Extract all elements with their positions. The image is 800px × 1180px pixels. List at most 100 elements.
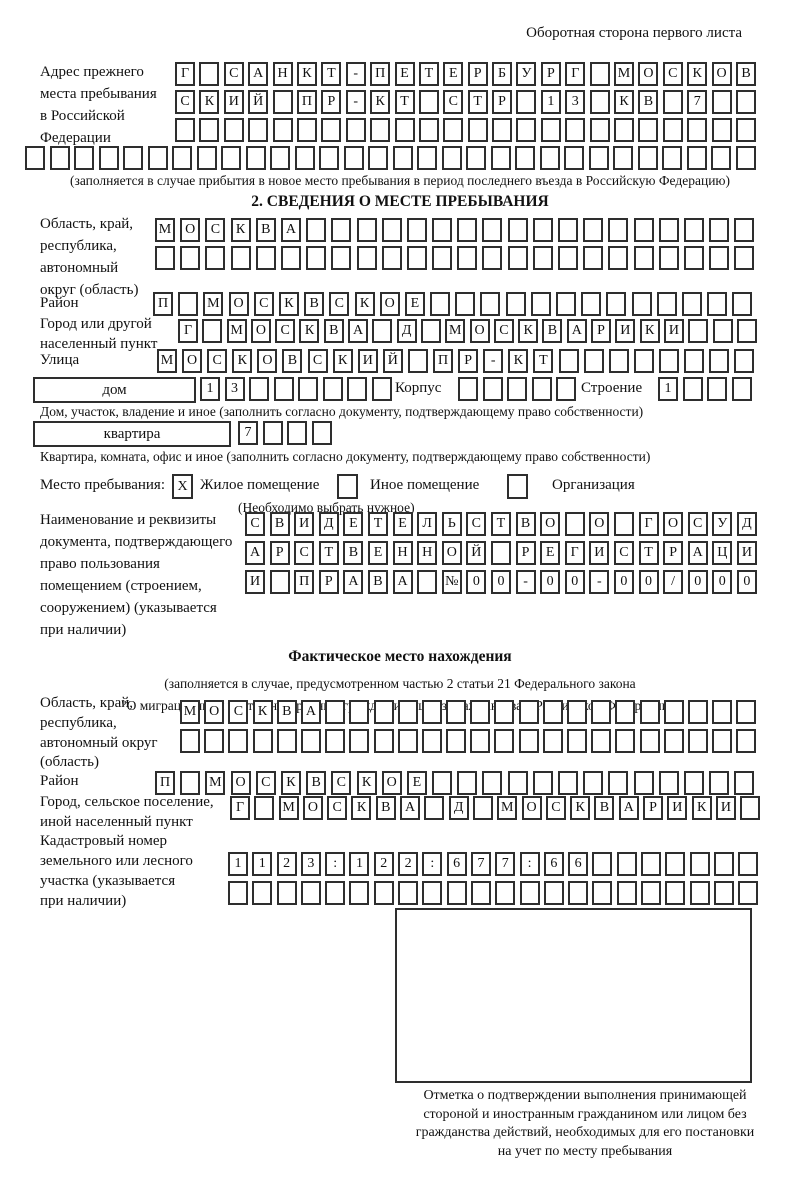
- form-cell: 3: [565, 90, 586, 114]
- form-cell: П: [155, 771, 175, 795]
- form-cell: [276, 881, 297, 905]
- form-cell: [392, 146, 413, 170]
- form-cell: Р: [540, 62, 561, 86]
- form-cell: [583, 349, 604, 373]
- form-cell: [482, 771, 503, 795]
- region-label-line4: округ (область): [40, 282, 139, 298]
- form-cell: [616, 852, 637, 876]
- form-cell: [180, 729, 200, 753]
- form-cell: О: [469, 319, 490, 343]
- form-cell: [689, 852, 710, 876]
- form-cell: [712, 319, 733, 343]
- apartment-number-cells: 7: [238, 421, 332, 445]
- form-cell: С: [331, 771, 352, 795]
- form-cell: О: [663, 512, 684, 536]
- form-cell: [407, 349, 428, 373]
- form-cell: Е: [367, 541, 388, 565]
- form-cell: [539, 146, 560, 170]
- form-cell: [373, 881, 394, 905]
- form-cell: [490, 146, 511, 170]
- form-cell: [349, 700, 370, 724]
- form-cell: [608, 218, 629, 242]
- form-cell: [467, 118, 488, 142]
- prev-address-label-line2: места пребывания: [40, 86, 157, 102]
- form-cell: [347, 377, 367, 401]
- form-cell: [331, 218, 352, 242]
- prev-address-note: (заполняется в случае прибытия в новое м…: [69, 173, 731, 188]
- form-cell: Г: [638, 512, 659, 536]
- form-cell: 7: [470, 852, 491, 876]
- form-cell: [709, 218, 730, 242]
- form-cell: Р: [318, 570, 339, 594]
- cadastre-label-line2: земельного или лесного: [40, 853, 193, 869]
- form-cell: [591, 729, 612, 753]
- form-cell: [228, 881, 248, 905]
- apartment-note: Квартира, комната, офис и иное (заполнит…: [40, 449, 651, 464]
- form-cell: [589, 90, 610, 114]
- form-cell: [712, 700, 733, 724]
- form-cell: [368, 146, 388, 170]
- form-cell: [230, 246, 251, 270]
- form-cell: [495, 881, 516, 905]
- form-cell: [683, 218, 704, 242]
- form-cell: [683, 246, 704, 270]
- form-cell: К: [299, 319, 320, 343]
- doc-grid-row-3: И П Р А В А № 0 0-0 0-0 0/0 0 0: [245, 570, 757, 594]
- form-cell: [542, 700, 563, 724]
- form-cell: Е: [404, 292, 425, 316]
- form-cell: С: [207, 349, 228, 373]
- form-cell: /: [663, 570, 684, 594]
- form-cell: [349, 729, 370, 753]
- form-cell: Е: [540, 541, 561, 565]
- form-cell: [196, 146, 217, 170]
- form-cell: И: [245, 570, 265, 594]
- form-cell: [49, 146, 70, 170]
- form-cell: [558, 349, 579, 373]
- form-cell: В: [343, 541, 364, 565]
- form-cell: 2: [398, 852, 419, 876]
- form-cell: [482, 377, 503, 401]
- form-cell: К: [252, 700, 273, 724]
- form-cell: [736, 700, 757, 724]
- region-label-line1: Область, край,: [40, 216, 134, 232]
- form-cell: 7: [687, 90, 708, 114]
- form-cell: К: [570, 796, 591, 820]
- form-cell: М: [226, 319, 247, 343]
- form-cell: [349, 881, 370, 905]
- form-cell: [228, 729, 249, 753]
- form-cell: [738, 881, 759, 905]
- form-cell: [658, 246, 679, 270]
- form-cell: К: [278, 292, 299, 316]
- form-cell: О: [381, 771, 402, 795]
- form-cell: К: [687, 62, 708, 86]
- form-cell: В: [255, 218, 276, 242]
- form-cell: [665, 852, 686, 876]
- form-cell: К: [230, 218, 251, 242]
- prev-address-label-line1: Адрес прежнего: [40, 64, 144, 80]
- form-cell: [558, 218, 578, 242]
- form-cell: [711, 90, 732, 114]
- form-cell: [472, 796, 493, 820]
- form-cell: А: [300, 700, 321, 724]
- form-cell: [446, 729, 467, 753]
- form-cell: [688, 319, 709, 343]
- form-cell: [530, 292, 551, 316]
- fact-region-grid-row-2: [180, 729, 757, 753]
- form-cell: 2: [373, 852, 394, 876]
- form-cell: Т: [490, 512, 511, 536]
- form-cell: [494, 729, 515, 753]
- form-cell: [738, 852, 759, 876]
- form-cell: Р: [663, 541, 684, 565]
- form-cell: [397, 729, 418, 753]
- form-cell: 7: [238, 421, 258, 445]
- form-cell: [199, 62, 220, 86]
- form-cell: [480, 292, 501, 316]
- form-cell: [418, 90, 439, 114]
- fact-city-label-line1: Город, сельское поселение,: [40, 794, 214, 810]
- form-cell: [421, 729, 442, 753]
- form-cell: Р: [458, 349, 479, 373]
- form-cell: [417, 146, 437, 170]
- organization-option-label: Организация: [552, 477, 635, 493]
